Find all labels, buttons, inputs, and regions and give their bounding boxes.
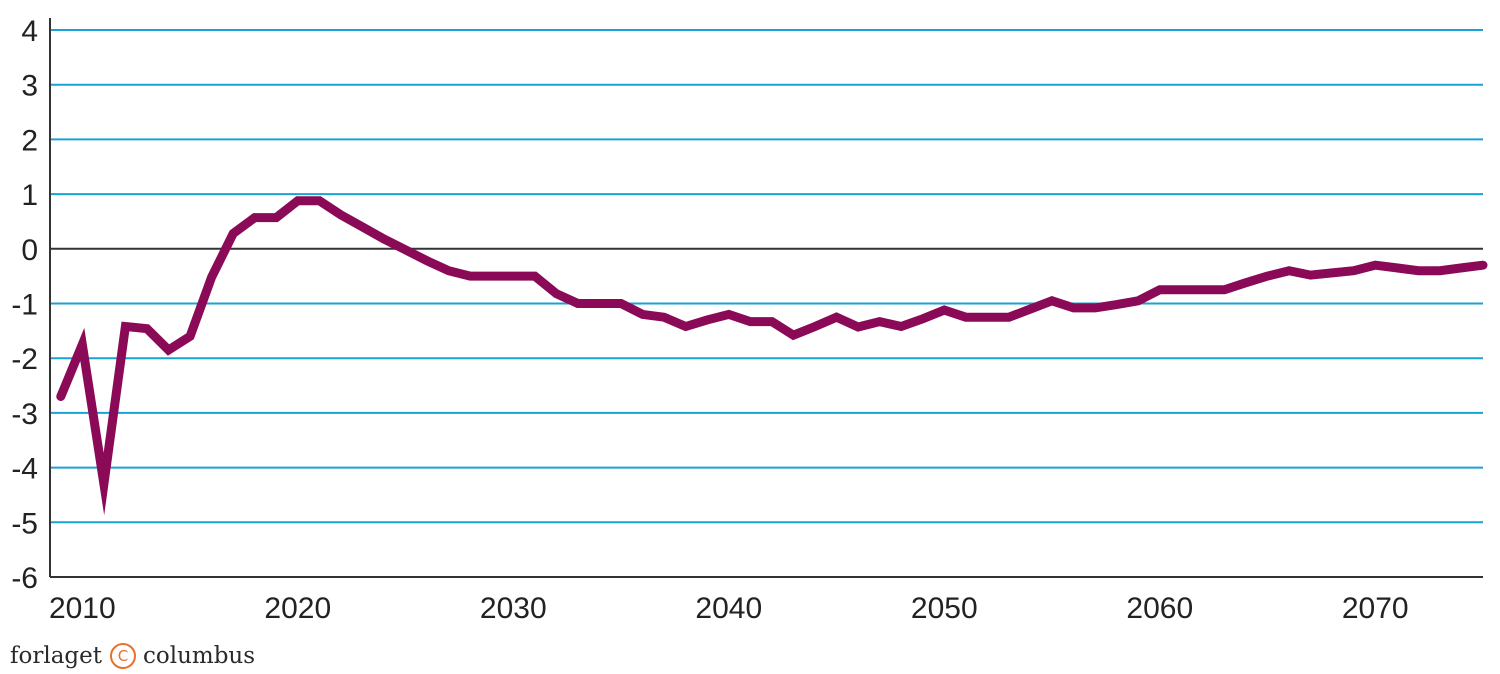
y-tick-label--5: -5 [11, 507, 38, 540]
y-tick-label-1: 1 [21, 179, 38, 212]
y-tick-label--3: -3 [11, 398, 38, 431]
series-layer [56, 196, 1488, 516]
y-tick-label-3: 3 [21, 70, 38, 103]
y-tick-label--6: -6 [11, 562, 38, 595]
x-tick-label-2020: 2020 [264, 592, 331, 625]
brand-left-text: forlaget [10, 643, 102, 669]
y-tick-label--2: -2 [11, 343, 38, 376]
x-tick-label-2050: 2050 [911, 592, 978, 625]
x-tick-label-2030: 2030 [480, 592, 547, 625]
y-tick-label--1: -1 [11, 289, 38, 322]
x-tick-label-2010: 2010 [49, 592, 116, 625]
y-tick-label-4: 4 [21, 15, 38, 48]
series-line-0 [56, 196, 1488, 516]
y-tick-label-2: 2 [21, 124, 38, 157]
x-tick-label-2060: 2060 [1126, 592, 1193, 625]
axes [49, 18, 1483, 578]
gridlines [50, 29, 1483, 524]
y-tick-label-0: 0 [21, 234, 38, 267]
brand-right-text: columbus [143, 643, 256, 669]
y-axis-tick-labels: 4 3 2 1 0 -1 -2 -3 -4 -5 -6 [11, 15, 38, 595]
x-tick-label-2040: 2040 [695, 592, 762, 625]
publisher-logo: forlaget C columbus [10, 640, 255, 672]
copyright-circle-icon: C [110, 643, 136, 669]
x-tick-label-2070: 2070 [1342, 592, 1409, 625]
y-tick-label--4: -4 [11, 453, 38, 486]
x-axis-tick-labels: 2010 2020 2030 2040 2050 2060 2070 [49, 592, 1409, 625]
